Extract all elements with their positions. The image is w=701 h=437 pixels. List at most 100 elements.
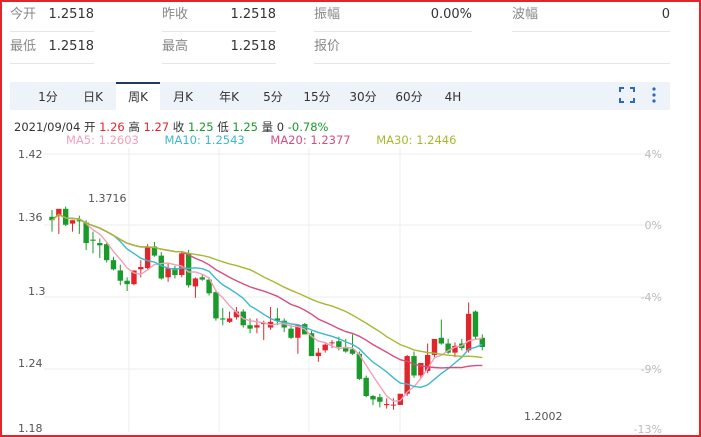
candle-body — [438, 337, 445, 344]
candle-body — [110, 260, 117, 270]
label: 波幅 — [512, 7, 539, 22]
candle-body — [452, 345, 458, 353]
candle-body — [377, 397, 383, 402]
y-tick: 1.36 — [18, 211, 43, 224]
tab-30min[interactable]: 30分 — [349, 90, 377, 104]
candle — [103, 243, 110, 263]
candle — [315, 348, 322, 362]
candle-body — [445, 343, 451, 353]
ma30-line — [51, 213, 483, 359]
ma20-legend: MA20: 1.2377 — [270, 133, 351, 147]
candle — [233, 306, 240, 320]
candle-body — [397, 393, 404, 405]
quote-open: 今开 1.2518 — [10, 0, 94, 32]
info-vol-label: 量 — [261, 120, 274, 134]
candle-body — [288, 328, 294, 338]
candle-body — [138, 267, 144, 270]
tab-weekly[interactable]: 周K — [116, 82, 160, 110]
value: 1.2518 — [48, 7, 95, 22]
ma10-line — [51, 213, 483, 389]
candle-body — [226, 318, 233, 322]
candle — [383, 398, 390, 409]
candle — [356, 351, 363, 381]
tab-4h[interactable]: 4H — [444, 90, 462, 104]
tab-5min[interactable]: 5分 — [263, 90, 283, 104]
candle — [295, 324, 301, 354]
tab-15min[interactable]: 15分 — [303, 90, 331, 104]
candle — [308, 330, 315, 357]
candle-body — [76, 220, 83, 222]
y-tick: 1.18 — [18, 422, 43, 435]
tab-monthly[interactable]: 月K — [173, 90, 193, 104]
value: 0 — [661, 7, 670, 22]
candle-body — [424, 354, 431, 371]
candle-body — [404, 356, 410, 394]
candle-body — [56, 208, 62, 216]
candle-body — [342, 346, 349, 352]
tab-1min[interactable]: 1分 — [38, 90, 58, 104]
quote-prev-close: 昨收 1.2518 — [162, 0, 276, 32]
label: 最高 — [162, 39, 189, 54]
candle — [431, 338, 438, 358]
candle-body — [329, 342, 335, 344]
info-high: 1.27 — [143, 120, 170, 134]
candle-body — [131, 270, 137, 285]
label: 最低 — [10, 39, 37, 54]
more-vertical-icon[interactable] — [650, 86, 658, 108]
y-tick-right: -4% — [641, 291, 662, 304]
candle-body — [247, 325, 253, 329]
info-low: 1.25 — [232, 120, 258, 134]
candle-body — [199, 277, 205, 280]
ma-legend: MA5: 1.2603 MA10: 1.2543 MA20: 1.2377 MA… — [66, 133, 478, 147]
candle-body — [411, 356, 417, 376]
candle — [62, 206, 69, 226]
value: 1.2518 — [230, 39, 277, 54]
y-tick: 1.42 — [18, 148, 43, 161]
candle — [288, 325, 294, 339]
min-price-label: 1.2002 — [524, 410, 563, 423]
info-low-label: 低 — [217, 120, 229, 134]
candle — [479, 334, 485, 351]
candle — [165, 262, 171, 282]
value: 1.2518 — [48, 39, 95, 54]
candle — [56, 208, 62, 234]
candle — [254, 318, 260, 334]
period-tabs: 1分 日K 周K 月K 年K 5分 15分 30分 60分 4H — [10, 82, 670, 110]
info-vol: 0 — [276, 120, 285, 134]
tab-yearly[interactable]: 年K — [219, 90, 239, 104]
candle — [377, 393, 383, 408]
candle — [49, 209, 55, 232]
tab-daily[interactable]: 日K — [83, 90, 103, 104]
candle-body — [431, 338, 438, 355]
tab-60min[interactable]: 60分 — [395, 90, 423, 104]
candle-body — [206, 279, 212, 294]
candle-body — [192, 278, 199, 287]
candle — [465, 302, 472, 353]
value: 0.00% — [430, 7, 472, 22]
candle-body — [83, 222, 89, 244]
candle — [220, 308, 226, 326]
candle-body — [124, 280, 130, 285]
candle — [452, 342, 458, 358]
label: 振幅 — [314, 7, 341, 22]
candle-body — [295, 325, 301, 338]
candle — [124, 277, 130, 291]
info-high-label: 高 — [128, 120, 140, 134]
candle — [370, 394, 376, 406]
candle — [206, 277, 212, 296]
candle-body — [254, 325, 260, 328]
info-change: -0.78% — [287, 120, 329, 134]
y-tick-right: 4% — [645, 148, 662, 161]
ma5-legend: MA5: 1.2603 — [66, 133, 139, 147]
candle-body — [370, 396, 376, 400]
label: 报价 — [314, 39, 341, 54]
candle — [144, 244, 151, 271]
candle-body — [308, 333, 315, 357]
info-open: 1.26 — [99, 120, 125, 134]
fullscreen-icon[interactable] — [618, 86, 636, 108]
candle — [274, 308, 281, 326]
candle-body — [363, 377, 369, 397]
candle-body — [158, 255, 164, 279]
candle — [363, 375, 369, 398]
